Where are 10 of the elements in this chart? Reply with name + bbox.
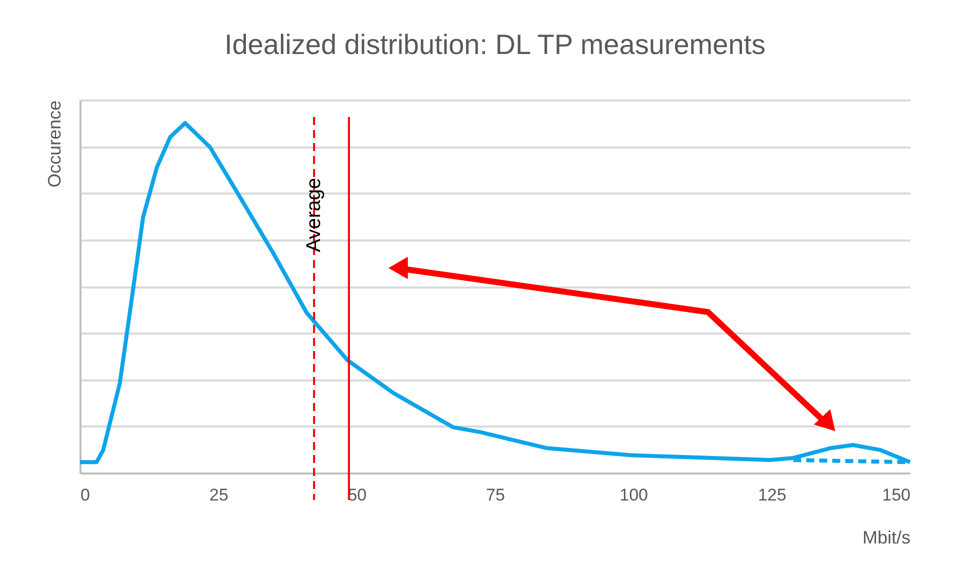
x-tick-label: 75 [486,486,505,504]
x-tick-label: 125 [758,486,786,504]
x-tick-label: 25 [209,486,228,504]
chart-title: Idealized distribution: DL TP measurements [224,29,766,60]
x-tick-label: 150 [882,486,910,504]
x-tick-label: 100 [620,486,648,504]
y-axis-title: Occurence [44,100,64,188]
ref-line-label: Average [303,178,326,252]
x-tick-label: 0 [80,486,90,504]
x-axis-title: Mbit/s [862,528,910,548]
